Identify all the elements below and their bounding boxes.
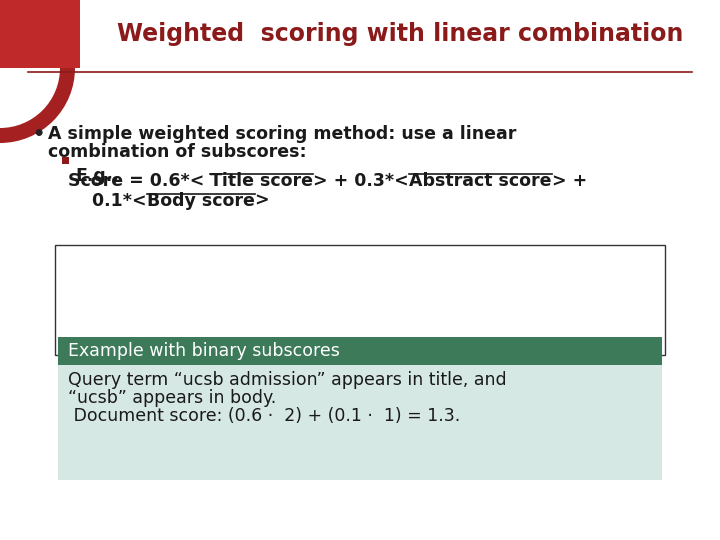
Text: •: •	[32, 125, 45, 144]
Text: > + 0.3*<: > + 0.3*<	[313, 172, 409, 190]
Text: >: >	[254, 192, 269, 210]
Bar	[55, 245, 665, 355]
Text: Score = 0.6*<: Score = 0.6*<	[68, 172, 210, 190]
Text: Title score: Title score	[210, 172, 313, 190]
Bar	[80, 0, 720, 68]
Wedge shape	[0, 68, 75, 143]
Bar	[0, 0, 720, 68]
Text: A simple weighted scoring method: use a linear: A simple weighted scoring method: use a …	[48, 125, 516, 143]
Text: E.g.,: E.g.,	[75, 167, 119, 185]
Text: Query term “ucsb admission” appears in title, and: Query term “ucsb admission” appears in t…	[68, 371, 507, 389]
Text: 0.1*<: 0.1*<	[68, 192, 147, 210]
Wedge shape	[0, 68, 60, 128]
Wedge shape	[0, 68, 90, 158]
Text: Weighted  scoring with linear combination: Weighted scoring with linear combination	[117, 22, 683, 46]
Text: Abstract score: Abstract score	[409, 172, 552, 190]
Text: > +: > +	[552, 172, 587, 190]
Text: “ucsb” appears in body.: “ucsb” appears in body.	[68, 389, 276, 407]
Bar	[58, 337, 662, 365]
Text: combination of subscores:: combination of subscores:	[48, 143, 307, 161]
Text: Body score: Body score	[147, 192, 254, 210]
Bar	[62, 157, 69, 164]
Bar	[58, 365, 662, 480]
Text: Document score: (0.6 ·  2) + (0.1 ·  1) = 1.3.: Document score: (0.6 · 2) + (0.1 · 1) = …	[68, 407, 460, 425]
Text: Example with binary subscores: Example with binary subscores	[68, 342, 340, 360]
